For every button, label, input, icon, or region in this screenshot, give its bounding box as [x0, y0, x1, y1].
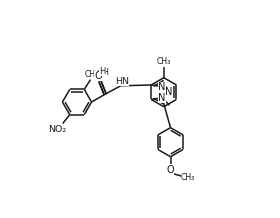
Text: CH₃: CH₃	[181, 174, 195, 182]
Text: O: O	[96, 70, 104, 80]
Text: H: H	[102, 68, 108, 77]
Text: N: N	[158, 82, 166, 92]
Text: N: N	[158, 93, 166, 103]
Text: HN: HN	[115, 77, 129, 86]
Text: NO₂: NO₂	[48, 125, 67, 134]
Text: N: N	[165, 87, 172, 97]
Text: CH₃: CH₃	[84, 70, 98, 79]
Text: H: H	[99, 67, 106, 76]
Text: O: O	[94, 71, 102, 81]
Text: CH₃: CH₃	[157, 57, 171, 66]
Text: O: O	[167, 165, 174, 175]
